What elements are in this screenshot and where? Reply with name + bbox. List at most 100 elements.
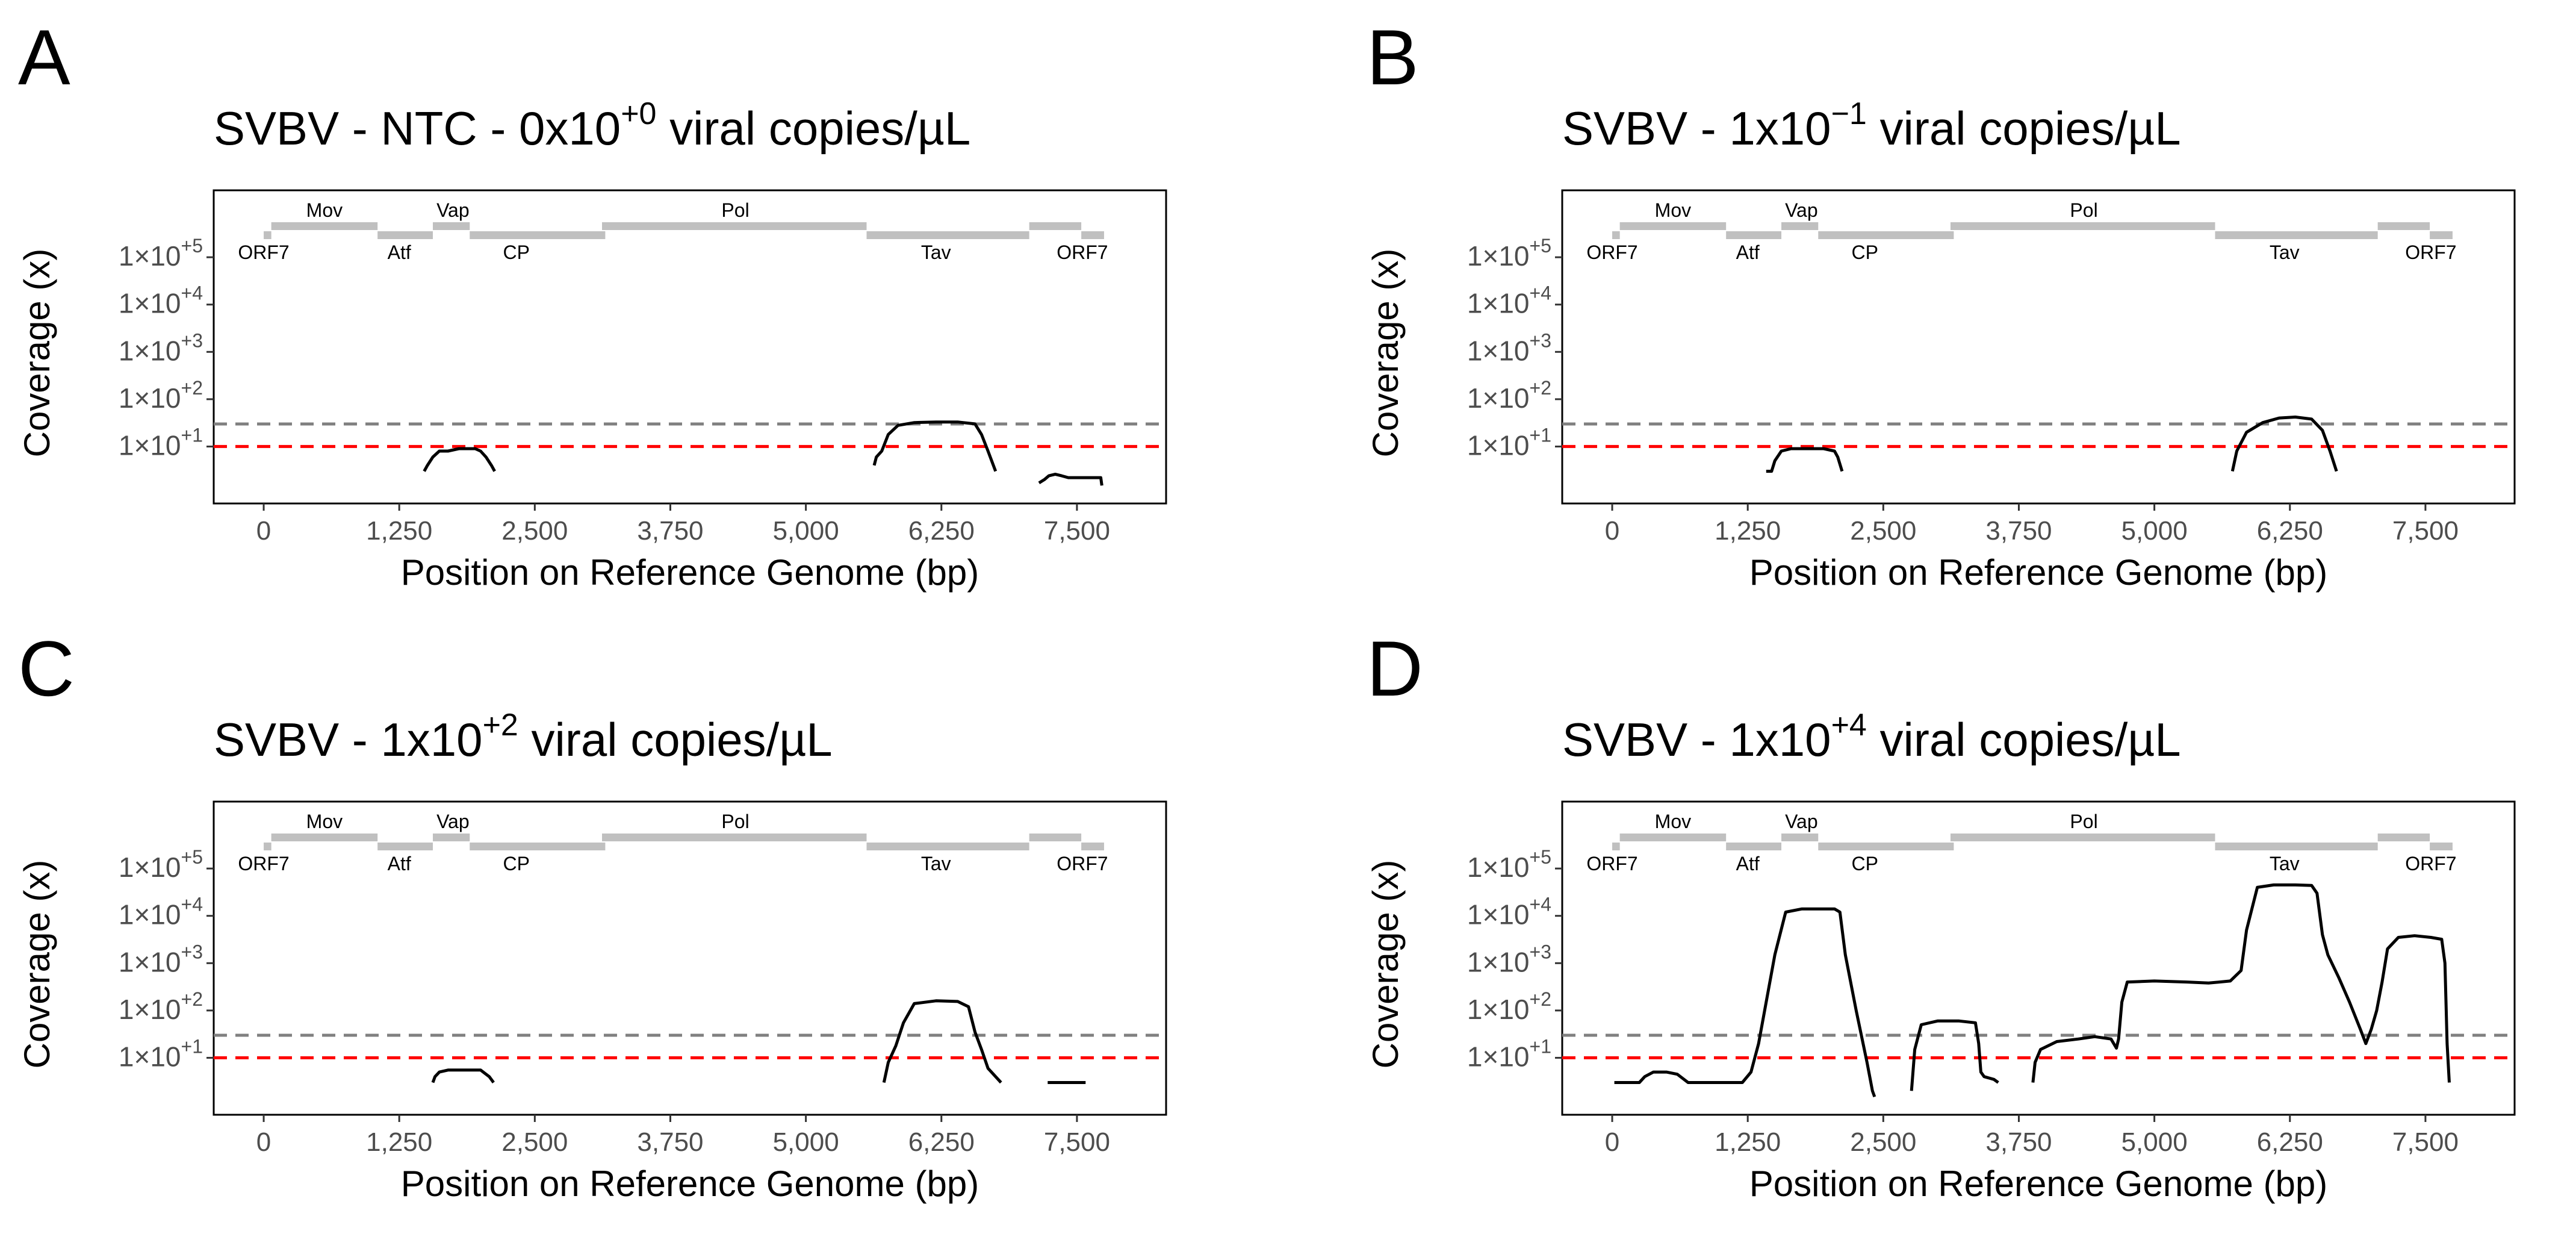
- gene-bar: [578, 843, 606, 850]
- chart-title: SVBV - 1x10−1 viral copies/µL: [1562, 96, 2181, 155]
- gene-bar: [1726, 843, 1782, 850]
- title-unit: viral copies/µL: [518, 713, 833, 766]
- gene-bar: [271, 222, 378, 230]
- gene-labels: Mov Vap Pol ORF7 Atf CP Tav ORF7: [1586, 811, 2456, 874]
- x-tick-label: 1,250: [366, 516, 432, 546]
- gene-track: [264, 222, 1104, 239]
- gene-label: CP: [503, 853, 529, 874]
- gene-bar: [1951, 834, 2215, 841]
- gene-label: Pol: [721, 811, 749, 832]
- title-unit: viral copies/µL: [1867, 713, 2181, 766]
- gene-label: Atf: [1736, 853, 1760, 874]
- y-axis-label: Coverage (x): [1365, 860, 1406, 1069]
- y-tick-label: 1×10+4: [119, 282, 203, 319]
- y-tick-exponent: +5: [181, 846, 203, 868]
- y-tick-base: 1×10: [1467, 240, 1530, 272]
- gene-label: ORF7: [238, 242, 289, 263]
- y-tick-exponent: +4: [181, 282, 203, 304]
- y-tick-exponent: +3: [181, 329, 203, 351]
- x-axis-label: Position on Reference Genome (bp): [1749, 552, 2328, 593]
- x-tick-label: 3,750: [637, 516, 703, 546]
- y-tick-label: 1×10+5: [119, 846, 203, 883]
- gene-label: Vap: [1785, 811, 1818, 832]
- gene-bar: [2430, 231, 2453, 239]
- x-tick-label: 1,250: [366, 1127, 432, 1157]
- y-tick-exponent: +1: [1530, 1035, 1551, 1057]
- x-tick-label: 2,500: [1850, 1127, 1916, 1157]
- y-tick-label: 1×10+1: [119, 424, 203, 461]
- gene-label: Mov: [306, 199, 343, 221]
- y-tick-label: 1×10+2: [1467, 988, 1551, 1025]
- y-tick-label: 1×10+2: [119, 988, 203, 1025]
- gene-bar: [1081, 843, 1104, 850]
- gene-track: [264, 834, 1104, 850]
- title-exponent: +0: [621, 96, 656, 131]
- coverage-line: [1038, 472, 1103, 486]
- gene-bar: [1926, 231, 1954, 239]
- y-tick-base: 1×10: [1467, 288, 1530, 319]
- y-axis-label: Coverage (x): [1365, 249, 1406, 458]
- gene-bar: [264, 843, 272, 850]
- title-unit: viral copies/µL: [656, 102, 970, 155]
- y-tick-exponent: +3: [1530, 329, 1551, 351]
- y-tick-exponent: +2: [181, 377, 203, 399]
- gene-bar: [433, 222, 470, 230]
- gene-bar: [1029, 222, 1082, 230]
- y-tick-label: 1×10+4: [1467, 894, 1551, 930]
- gene-label: Atf: [388, 853, 411, 874]
- gene-label: ORF7: [1057, 242, 1108, 263]
- gene-label: CP: [1851, 242, 1878, 263]
- y-tick-exponent: +1: [181, 424, 203, 446]
- y-tick-base: 1×10: [119, 852, 181, 883]
- y-axis-label: Coverage (x): [17, 860, 57, 1069]
- x-tick-label: 5,000: [773, 1127, 839, 1157]
- y-tick-label: 1×10+1: [119, 1035, 203, 1072]
- gene-bar: [578, 231, 606, 239]
- gene-label: Atf: [1736, 242, 1760, 263]
- y-tick-label: 1×10+4: [1467, 282, 1551, 319]
- gene-bar: [2215, 843, 2378, 850]
- gene-bar: [433, 834, 470, 841]
- panel-letter: D: [1367, 625, 1423, 712]
- y-tick-exponent: +5: [1530, 846, 1551, 868]
- gene-bar: [2215, 231, 2378, 239]
- gene-bar: [602, 222, 867, 230]
- y-tick-exponent: +2: [181, 988, 203, 1010]
- gene-label: Mov: [1655, 199, 1691, 221]
- panel-letter: C: [18, 625, 75, 712]
- y-tick-label: 1×10+2: [119, 377, 203, 414]
- y-tick-base: 1×10: [1467, 1041, 1530, 1072]
- coverage-line: [1766, 447, 1844, 473]
- gene-bar: [1781, 834, 1819, 841]
- plot-frame: [213, 800, 1167, 1116]
- gene-bar: [264, 231, 272, 239]
- gene-bar: [1619, 834, 1727, 841]
- plot-frame: [213, 189, 1167, 505]
- gene-label: ORF7: [2405, 242, 2456, 263]
- gene-bar: [1029, 834, 1082, 841]
- gene-label: CP: [1851, 853, 1878, 874]
- x-tick-label: 5,000: [2121, 516, 2188, 546]
- gene-bar: [271, 834, 378, 841]
- gene-label: ORF7: [1586, 242, 1637, 263]
- x-axis-label: Position on Reference Genome (bp): [1749, 1164, 2328, 1204]
- chart-title: SVBV - 1x10+2 viral copies/µL: [214, 708, 833, 766]
- gene-label: Pol: [2070, 811, 2097, 832]
- y-tick-base: 1×10: [119, 899, 181, 930]
- x-tick-label: 5,000: [2121, 1127, 2188, 1157]
- gene-bar: [602, 834, 867, 841]
- gene-label: Pol: [2070, 199, 2097, 221]
- gene-label: Tav: [921, 242, 951, 263]
- gene-bar: [1781, 222, 1819, 230]
- title-main: SVBV - 1x10: [1562, 102, 1831, 155]
- gene-bar: [1818, 231, 1951, 239]
- gene-bar: [377, 843, 433, 850]
- gene-label: Mov: [306, 811, 343, 832]
- title-exponent: +4: [1831, 708, 1867, 743]
- title-exponent: +2: [483, 708, 518, 743]
- y-tick-label: 1×10+5: [1467, 846, 1551, 883]
- gene-labels: Mov Vap Pol ORF7 Atf CP Tav ORF7: [238, 811, 1108, 874]
- x-tick-label: 7,500: [1044, 516, 1110, 546]
- gene-label: Atf: [388, 242, 411, 263]
